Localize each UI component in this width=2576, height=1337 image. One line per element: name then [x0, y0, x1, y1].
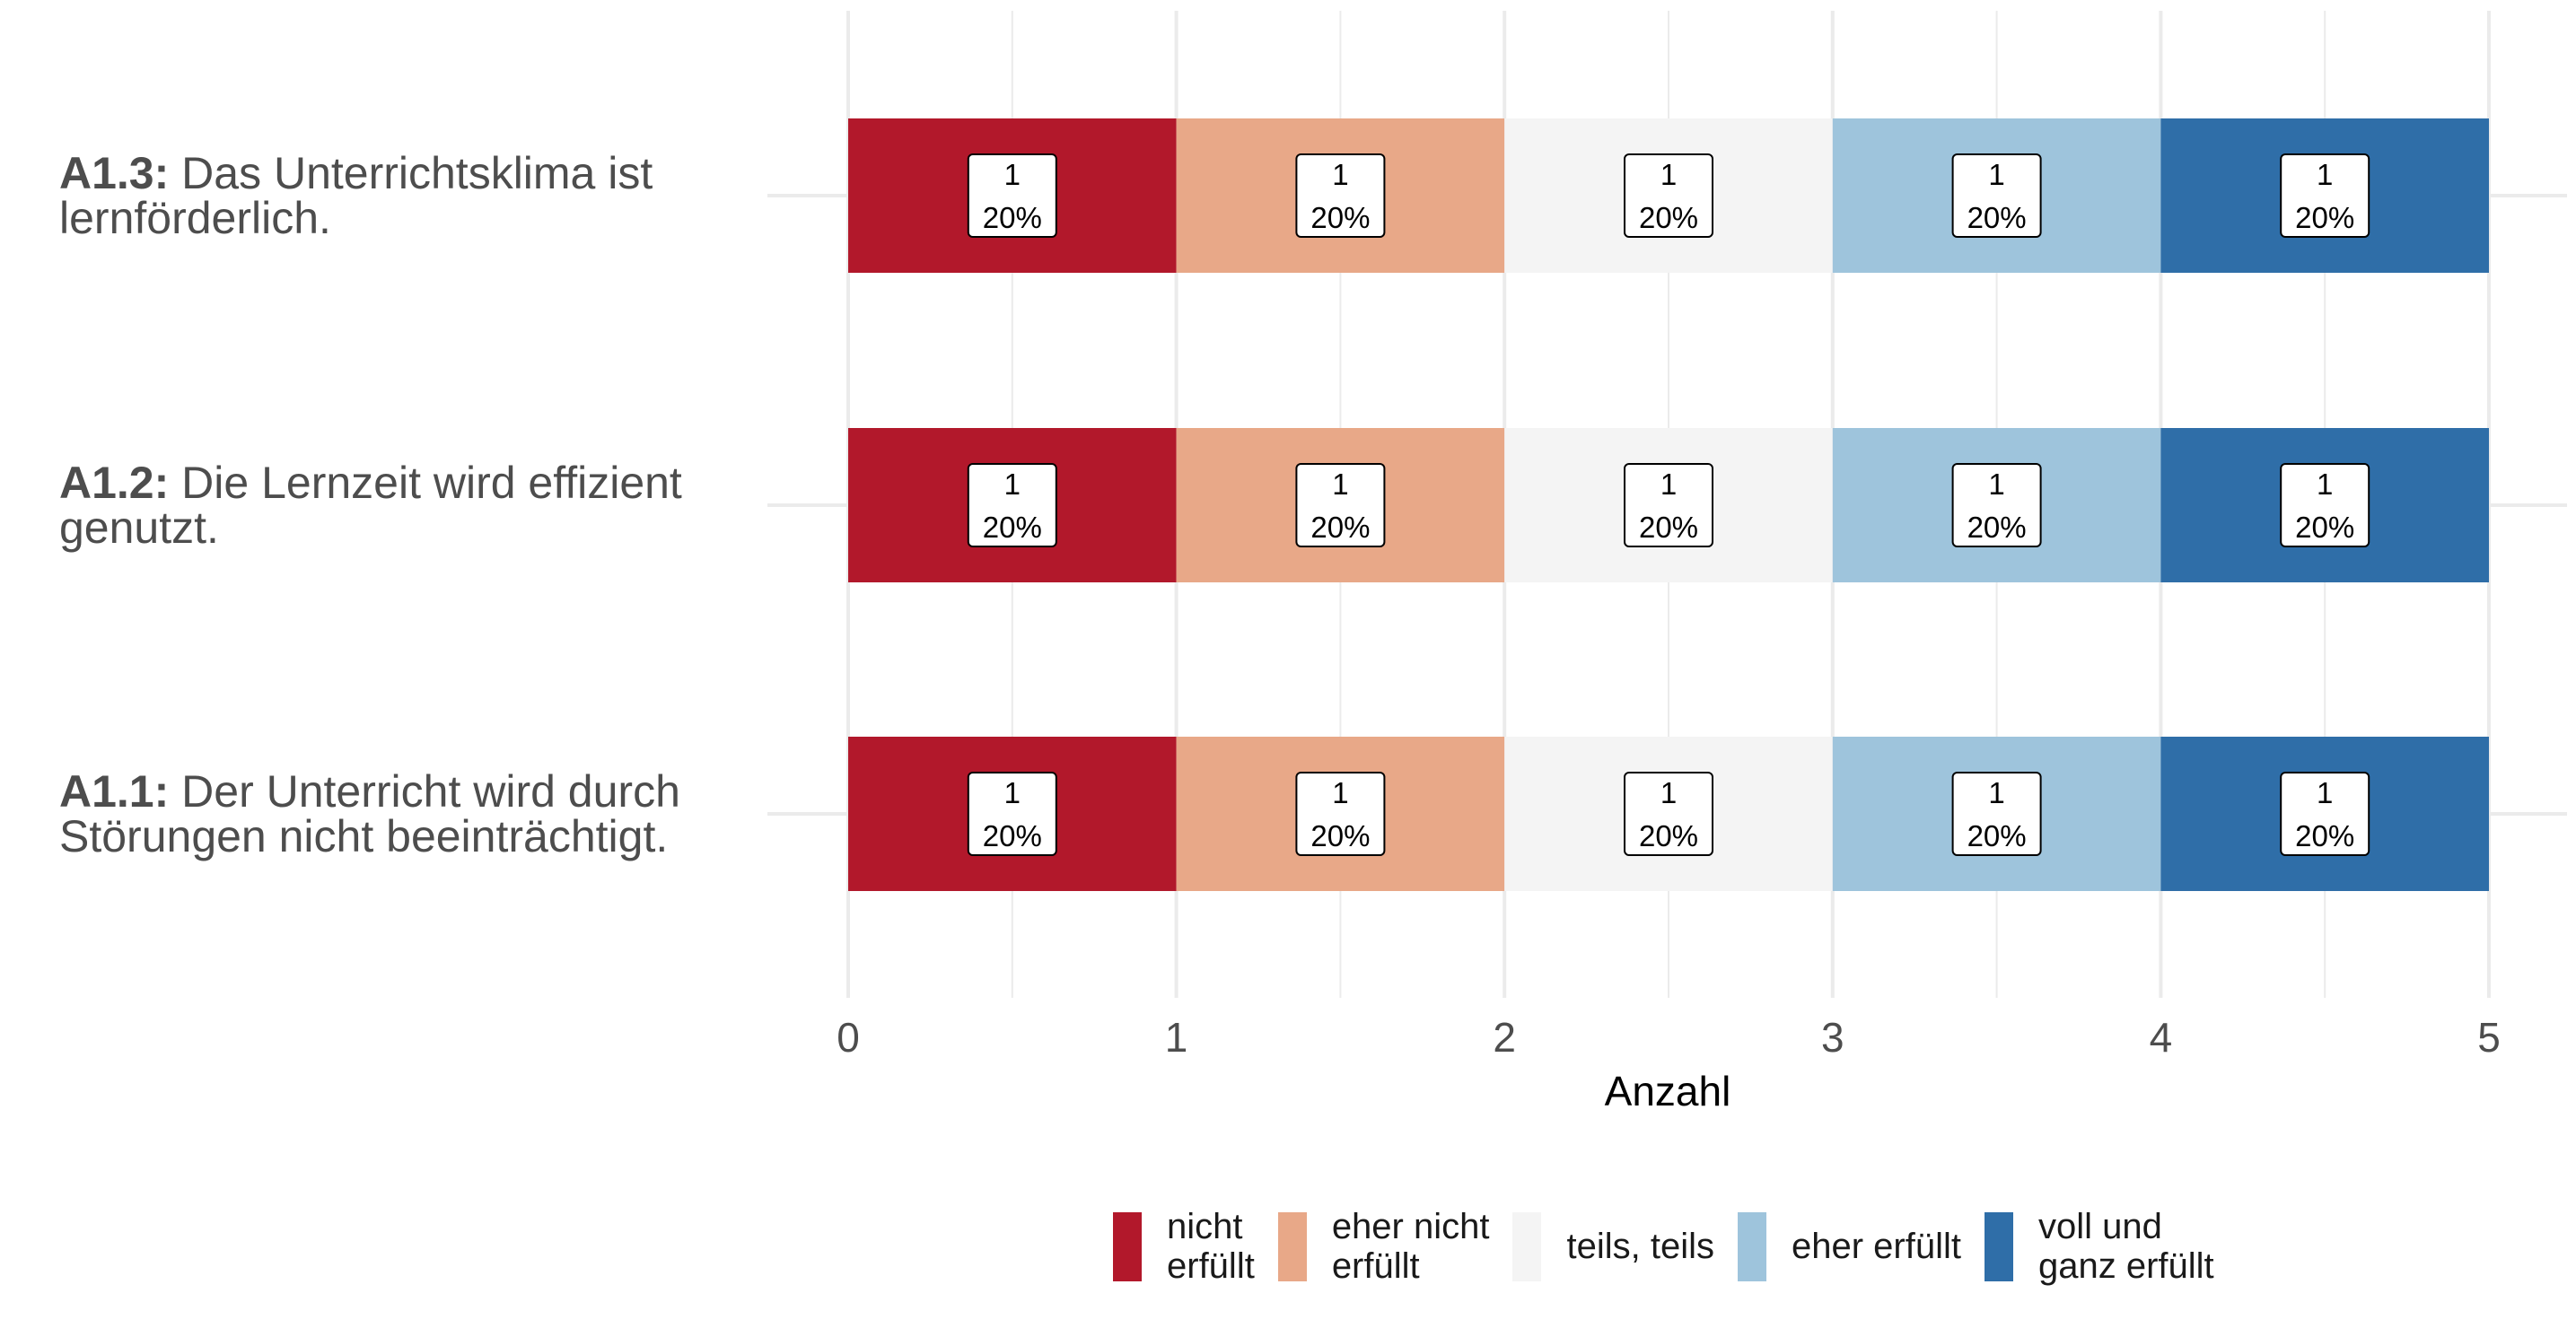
y-axis-label-code: A1.2: — [59, 458, 170, 508]
y-axis-label-code: A1.3: — [59, 148, 170, 198]
legend-label: voll und ganz erfüllt — [2037, 1207, 2214, 1286]
data-labels-group: 120%120%120%120%120%120%120%120%120%120%… — [967, 153, 2370, 856]
data-label-box — [1624, 463, 1713, 547]
data-label-text: 1 — [2317, 158, 2333, 191]
x-tick-label: 4 — [2150, 1014, 2173, 1061]
y-axis-label: A1.2: Die Lernzeit wird effizient genutzt… — [59, 458, 682, 553]
data-label-box — [1951, 463, 2042, 547]
legend-swatch — [1113, 1211, 1142, 1281]
data-label-text: 1 — [1004, 158, 1021, 191]
legend-swatch — [1512, 1211, 1542, 1281]
data-label: 120% — [1624, 153, 1713, 238]
data-label-text: 20% — [1310, 511, 1370, 544]
data-label-text: 1 — [1332, 158, 1348, 191]
data-label-box — [1624, 153, 1713, 238]
data-label-text: 1 — [1332, 468, 1348, 501]
data-label-text: 1 — [1660, 158, 1677, 191]
stacked-bar-chart: 120%120%120%120%120%120%120%120%120%120%… — [767, 11, 2567, 1114]
legend-label: nicht erfüllt — [1167, 1207, 1255, 1286]
data-label-box — [967, 153, 1057, 238]
data-label: 120% — [1951, 463, 2042, 547]
data-label-text: 1 — [1004, 468, 1021, 501]
legend-item: nicht erfüllt — [1113, 1207, 1255, 1286]
data-label-text: 1 — [1004, 776, 1021, 809]
data-label: 120% — [967, 772, 1057, 856]
data-label-box — [1624, 772, 1713, 856]
data-label-text: 20% — [2295, 511, 2354, 544]
legend-item: teils, teils — [1512, 1211, 1714, 1281]
y-axis-label-code: A1.1: — [59, 766, 170, 817]
data-label: 120% — [2280, 772, 2370, 856]
data-label: 120% — [1951, 153, 2042, 238]
legend-item: eher erfüllt — [1737, 1211, 1961, 1281]
data-label: 120% — [1295, 153, 1386, 238]
x-tick-label: 2 — [1493, 1014, 1516, 1061]
data-label: 120% — [1624, 463, 1713, 547]
data-label-text: 20% — [1310, 201, 1370, 234]
data-label: 120% — [1951, 772, 2042, 856]
data-label-text: 1 — [1988, 776, 2004, 809]
data-label: 120% — [967, 153, 1057, 238]
x-tick-label: 1 — [1165, 1014, 1188, 1061]
data-label: 120% — [2280, 153, 2370, 238]
data-label-text: 20% — [983, 201, 1042, 234]
data-label-box — [967, 772, 1057, 856]
data-label-box — [2280, 463, 2370, 547]
data-label-box — [1951, 153, 2042, 238]
data-label-text: 1 — [2317, 776, 2333, 809]
data-label-text: 20% — [2295, 819, 2354, 852]
legend-label: eher nicht erfüllt — [1331, 1207, 1490, 1286]
x-tick-label: 3 — [1821, 1014, 1844, 1061]
data-label-text: 20% — [2295, 201, 2354, 234]
data-label-box — [2280, 153, 2370, 238]
data-label: 120% — [1624, 772, 1713, 856]
data-label: 120% — [967, 463, 1057, 547]
data-label-box — [1295, 772, 1386, 856]
data-label-text: 20% — [1310, 819, 1370, 852]
legend-swatch — [1984, 1211, 2013, 1281]
data-label: 120% — [1295, 772, 1386, 856]
data-label: 120% — [1295, 463, 1386, 547]
y-axis-label: A1.3: Das Unterrichtsklima ist lernförder… — [59, 148, 653, 243]
legend-item: voll und ganz erfüllt — [1984, 1207, 2214, 1286]
x-tick-label: 5 — [2477, 1014, 2501, 1061]
legend-label: teils, teils — [1566, 1227, 1714, 1266]
data-label-text: 1 — [2317, 468, 2333, 501]
data-label-box — [2280, 772, 2370, 856]
data-label-box — [1951, 772, 2042, 856]
data-label-box — [967, 463, 1057, 547]
y-axis-label: A1.1: Der Unterricht wird durch Störungen… — [59, 766, 680, 861]
legend-label: eher erfüllt — [1791, 1227, 1961, 1266]
legend-swatch — [1277, 1211, 1307, 1281]
data-label-text: 20% — [1967, 201, 2027, 234]
data-label-box — [1295, 153, 1386, 238]
legend-item: eher nicht erfüllt — [1277, 1207, 1490, 1286]
data-label-text: 1 — [1660, 468, 1677, 501]
data-label-text: 20% — [1967, 819, 2027, 852]
data-label-text: 20% — [1639, 511, 1698, 544]
data-label-text: 1 — [1660, 776, 1677, 809]
data-label-text: 20% — [1639, 819, 1698, 852]
data-label: 120% — [2280, 463, 2370, 547]
data-label-box — [1295, 463, 1386, 547]
data-label-text: 20% — [983, 819, 1042, 852]
data-label-text: 1 — [1988, 468, 2004, 501]
x-axis-title: Anzahl — [1605, 1068, 1731, 1114]
legend: nicht erfüllt eher nicht erfüllt teils, te… — [1113, 1207, 2238, 1286]
data-label-text: 20% — [983, 511, 1042, 544]
data-label-text: 1 — [1988, 158, 2004, 191]
data-label-text: 20% — [1967, 511, 2027, 544]
x-tick-label: 0 — [837, 1014, 860, 1061]
x-axis-ticks: 0 1 2 3 4 5 — [837, 1014, 2501, 1061]
legend-swatch — [1737, 1211, 1766, 1281]
data-label-text: 20% — [1639, 201, 1698, 234]
data-label-text: 1 — [1332, 776, 1348, 809]
